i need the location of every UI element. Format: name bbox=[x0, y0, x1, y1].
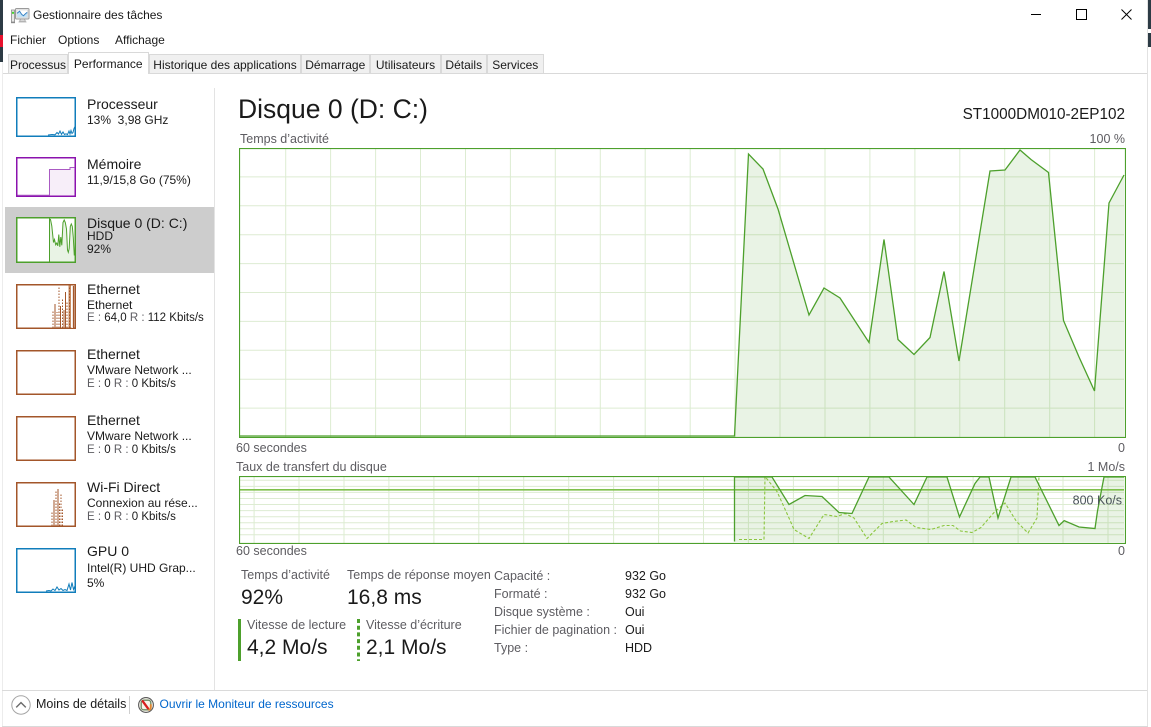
svg-text:800 Ko/s: 800 Ko/s bbox=[1073, 494, 1122, 508]
